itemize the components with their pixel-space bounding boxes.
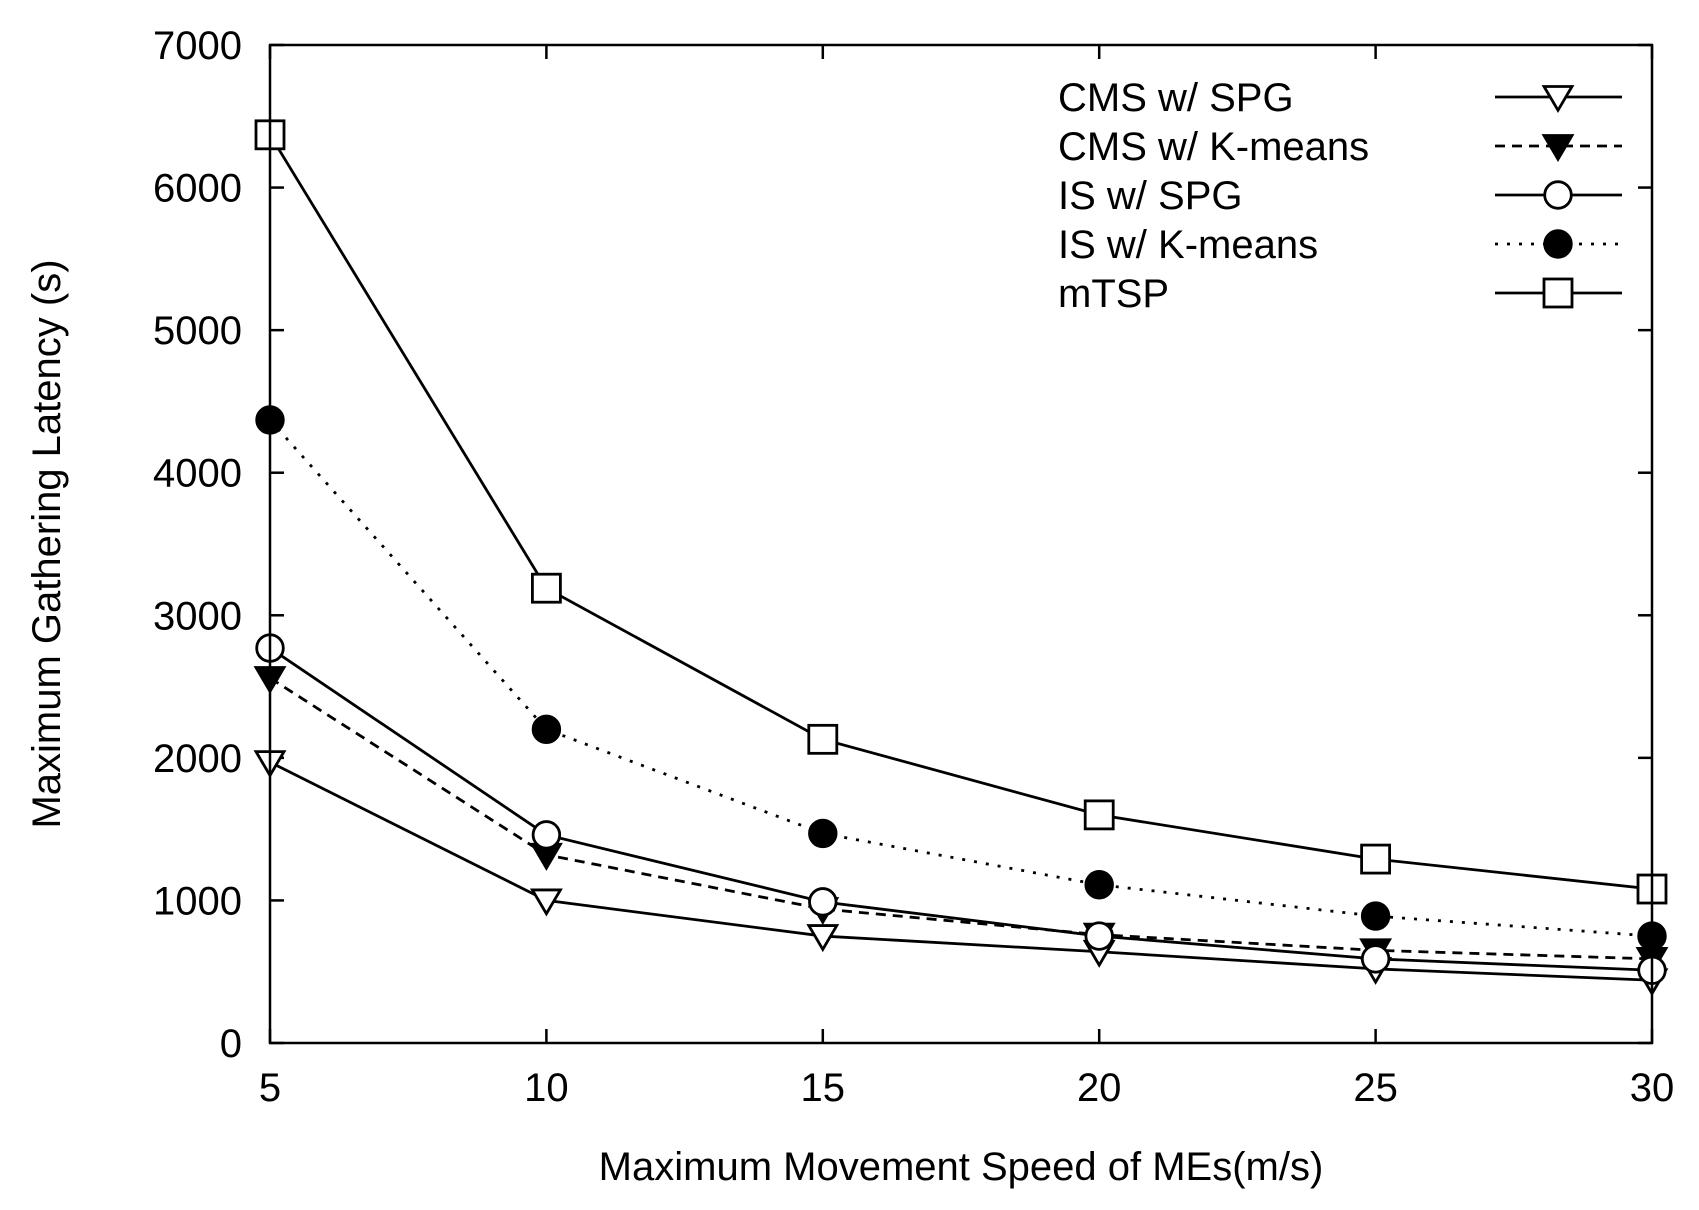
- legend-label: mTSP: [1058, 272, 1169, 316]
- data-point: [531, 820, 562, 850]
- y-tick-label: 0: [220, 1022, 242, 1066]
- x-tick-label: 30: [1630, 1066, 1675, 1110]
- data-point: [1543, 229, 1573, 259]
- data-point: [806, 924, 840, 953]
- series-line: [268, 419, 1653, 938]
- y-tick-label: 7000: [153, 24, 242, 68]
- data-point: [1084, 921, 1114, 951]
- y-tick-label: 2000: [153, 737, 242, 781]
- data-point: [1541, 134, 1575, 163]
- data-point: [531, 572, 562, 604]
- data-point: [807, 723, 839, 755]
- x-tick-label: 25: [1353, 1066, 1398, 1110]
- legend-label: CMS w/ SPG: [1058, 76, 1294, 120]
- data-point: [1360, 944, 1391, 974]
- data-point: [1360, 843, 1391, 875]
- y-tick-label: 5000: [153, 309, 242, 353]
- y-axis-label: Maximum Gathering Latency (s): [25, 259, 69, 828]
- series-4: [254, 119, 1668, 905]
- data-point: [1084, 870, 1114, 900]
- series-1: [253, 666, 1669, 975]
- legend-label: IS w/ SPG: [1058, 174, 1243, 218]
- data-point: [529, 888, 563, 917]
- x-tick-label: 15: [801, 1066, 846, 1110]
- y-tick-label: 3000: [153, 594, 242, 638]
- y-tick-label: 6000: [153, 167, 242, 211]
- data-point: [1360, 901, 1391, 931]
- data-point: [1543, 180, 1573, 210]
- series-line: [269, 646, 1653, 972]
- data-point: [531, 714, 562, 745]
- y-tick-label: 4000: [153, 452, 242, 496]
- x-tick-label: 10: [524, 1066, 569, 1110]
- legend: CMS w/ SPG CMS w/ K-means IS w/ SPG IS w/ K…: [1058, 76, 1622, 316]
- data-point: [1541, 85, 1575, 114]
- legend-label: IS w/ K-means: [1058, 223, 1318, 267]
- x-tick-label: 20: [1077, 1066, 1122, 1110]
- series-2: [255, 633, 1667, 985]
- series-line: [269, 676, 1653, 961]
- series-line: [269, 760, 1653, 982]
- data-point: [1542, 277, 1574, 309]
- x-tick-label: 5: [259, 1066, 281, 1110]
- series-0: [253, 750, 1669, 997]
- data-point: [808, 818, 838, 849]
- y-tick-label: 1000: [153, 879, 242, 923]
- data-point: [1083, 799, 1115, 831]
- plot-frame: [268, 43, 1654, 1045]
- x-axis-label: Maximum Movement Speed of MEs(m/s): [599, 1145, 1324, 1189]
- legend-label: CMS w/ K-means: [1058, 125, 1369, 169]
- data-point: [808, 887, 838, 917]
- series-line: [268, 134, 1653, 891]
